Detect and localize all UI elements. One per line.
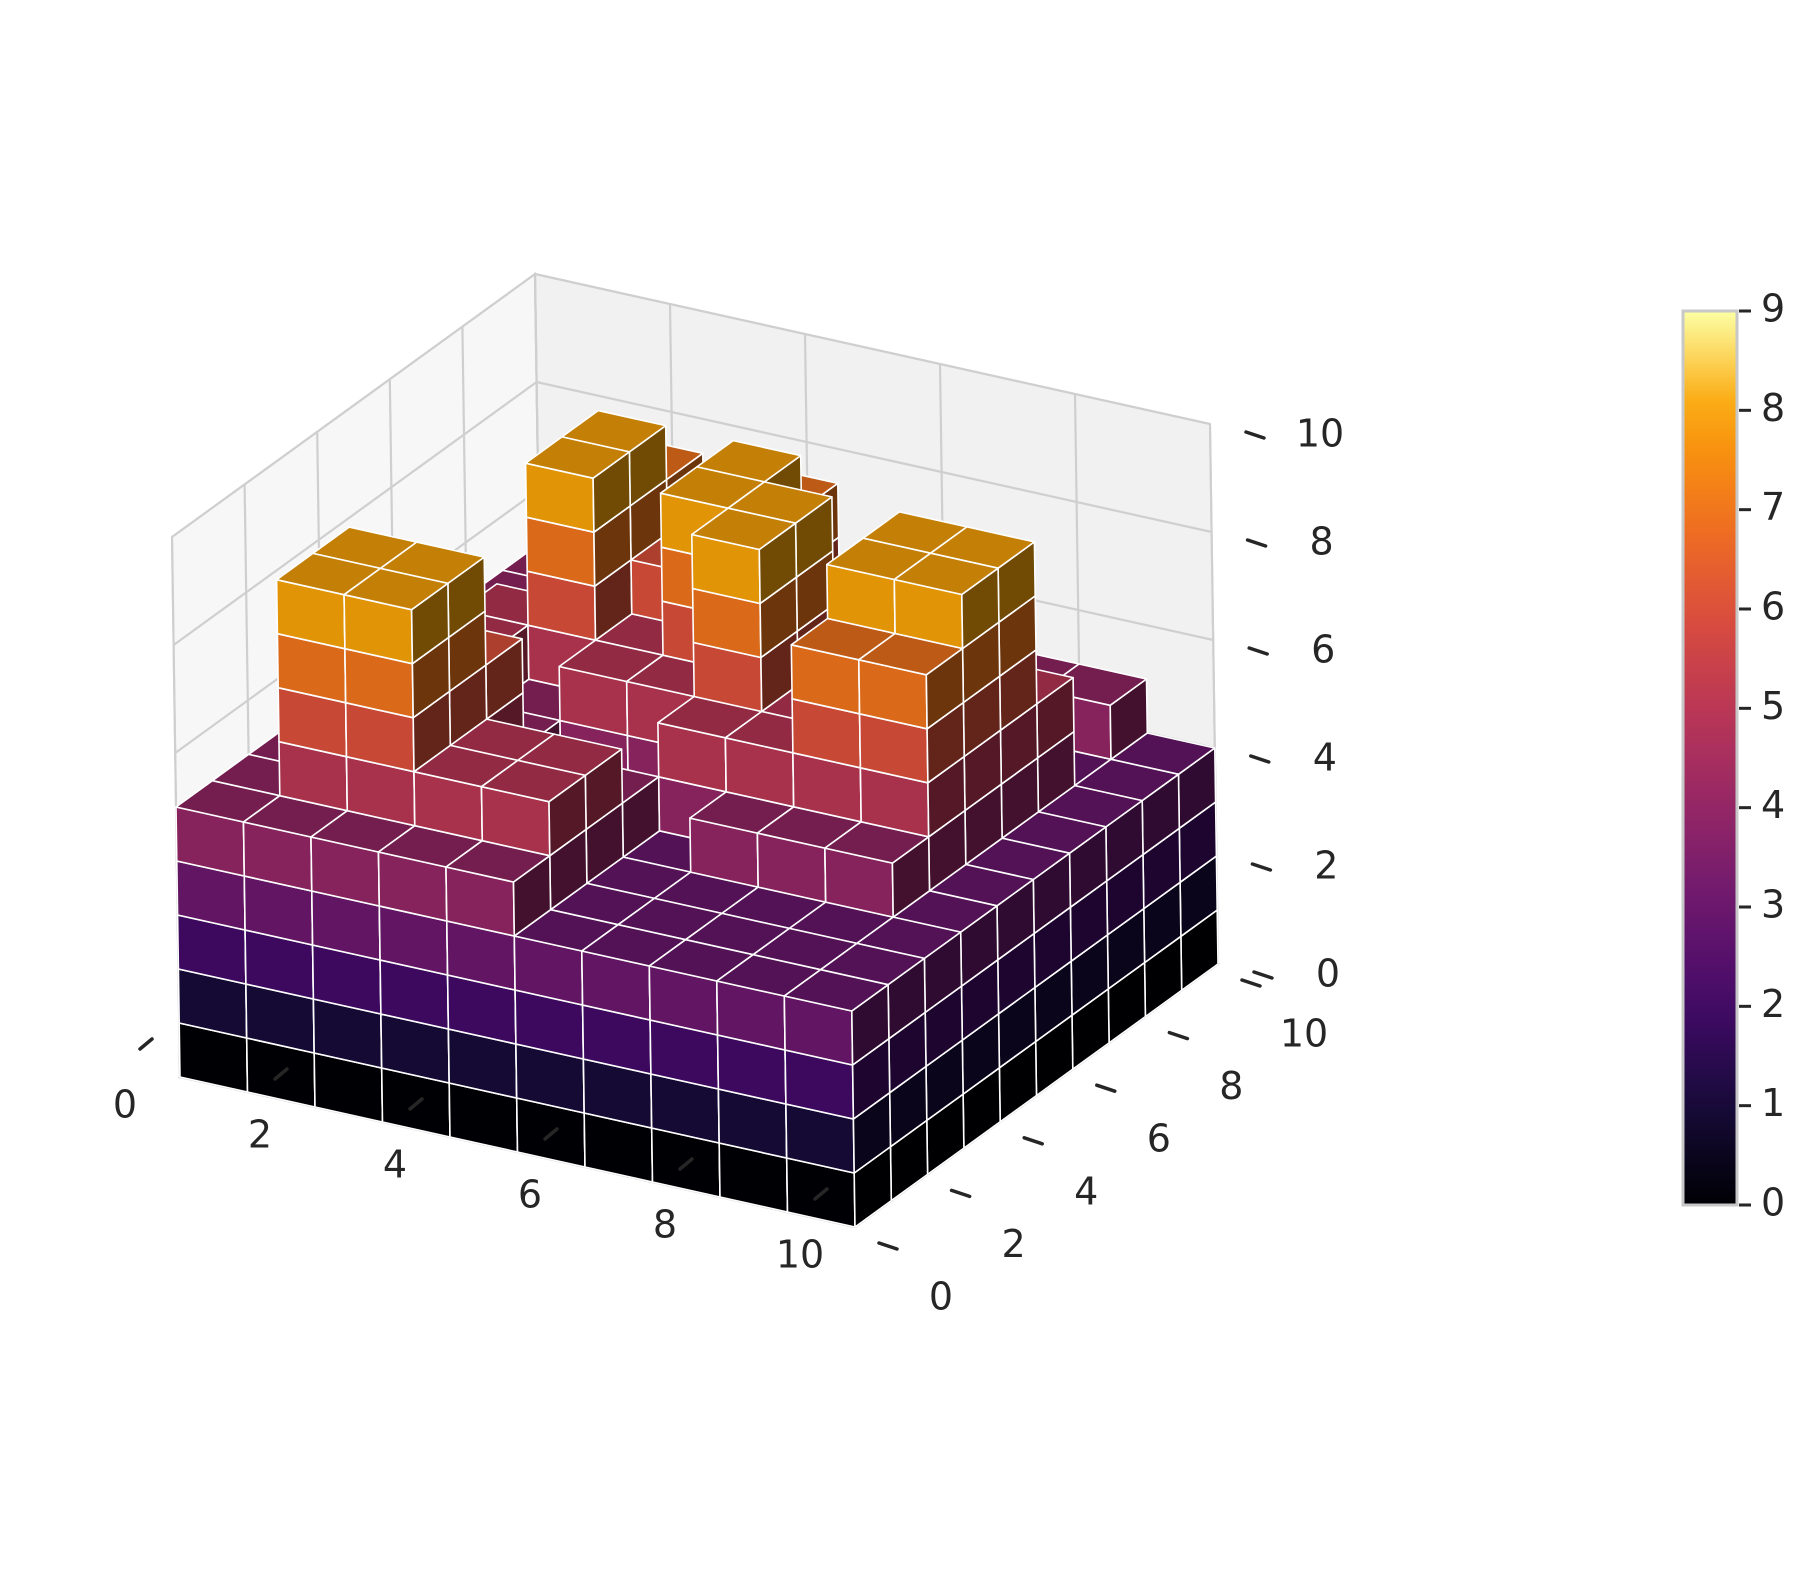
tick-mark (813, 1187, 829, 1201)
x-tick-label: 6 (518, 1173, 542, 1217)
colorbar-tick-label: 3 (1761, 883, 1785, 927)
tick-mark (543, 1127, 559, 1141)
colorbar-tick-label: 7 (1761, 485, 1785, 529)
x-tick-label: 0 (113, 1083, 137, 1127)
tick-mark (1250, 862, 1273, 872)
y-tick-label: 4 (1074, 1169, 1098, 1213)
x-tick-label: 10 (776, 1233, 824, 1277)
tick-mark (273, 1067, 289, 1081)
voxel (893, 552, 1000, 650)
colorbar-tick-label: 2 (1761, 982, 1785, 1026)
z-tick-label: 0 (1316, 952, 1340, 996)
colorbar-tick-label: 5 (1761, 684, 1785, 728)
tick-mark (138, 1037, 154, 1051)
voxel (824, 820, 931, 918)
x-tick-label: 8 (653, 1203, 677, 1247)
colorbar-tick-label: 4 (1761, 783, 1785, 827)
colorbar: 0 1 2 3 4 5 6 7 8 9 (1681, 287, 1785, 1225)
tick-mark (949, 1188, 972, 1199)
colorbar-tick-label: 0 (1761, 1181, 1785, 1225)
z-tick-label: 6 (1311, 628, 1335, 672)
tick-mark (877, 1241, 899, 1251)
tick-mark (678, 1157, 694, 1171)
voxel-top-face (480, 759, 587, 803)
grid-line (536, 380, 1212, 534)
voxel-top-face (524, 436, 631, 480)
grid-line (171, 273, 536, 538)
z-tick-label: 4 (1313, 736, 1337, 780)
voxel-top-face (783, 968, 889, 1012)
y-tick-label: 0 (929, 1275, 953, 1319)
y-tick-label: 10 (1280, 1012, 1328, 1056)
tick-mark (1249, 754, 1271, 764)
colorbar-tick-label: 1 (1761, 1081, 1785, 1125)
tick-mark (408, 1097, 424, 1111)
tick-mark (1247, 646, 1269, 656)
colorbar-tick-label: 6 (1761, 585, 1785, 629)
voxel-top-face (343, 567, 449, 611)
tick-mark (1022, 1136, 1044, 1146)
voxel-top-face (690, 507, 797, 551)
tick-mark (1244, 430, 1266, 440)
tick-mark (1252, 970, 1274, 980)
voxel (690, 507, 798, 605)
tick-mark (1240, 978, 1262, 988)
voxel (445, 839, 552, 937)
grid-line (172, 381, 538, 646)
voxel (480, 759, 587, 857)
y-tick-label: 6 (1147, 1117, 1171, 1161)
grid-line (534, 272, 1211, 426)
z-tick-label: 2 (1314, 844, 1338, 888)
voxel (524, 436, 632, 534)
axis-ticks: 0 2 4 6 8 10 0 2 4 6 8 10 0 2 4 6 8 10 (113, 412, 1344, 1319)
z-tick-label: 10 (1296, 412, 1344, 456)
voxel-bars (175, 409, 1219, 1228)
voxel (783, 968, 890, 1066)
colorbar-tick-label: 9 (1761, 287, 1785, 331)
voxel-top-face (893, 552, 999, 596)
tick-mark (1167, 1030, 1190, 1041)
tick-mark (1095, 1083, 1117, 1093)
colorbar-tick-label: 8 (1761, 386, 1785, 430)
x-tick-label: 2 (248, 1113, 272, 1157)
voxel (857, 632, 965, 730)
tick-mark (1245, 538, 1268, 548)
colorbar-gradient (1681, 309, 1739, 1207)
x-tick-label: 4 (383, 1143, 407, 1187)
y-tick-label: 2 (1002, 1222, 1026, 1266)
voxel (343, 567, 450, 665)
z-tick-label: 8 (1310, 520, 1334, 564)
y-tick-label: 8 (1219, 1064, 1243, 1108)
